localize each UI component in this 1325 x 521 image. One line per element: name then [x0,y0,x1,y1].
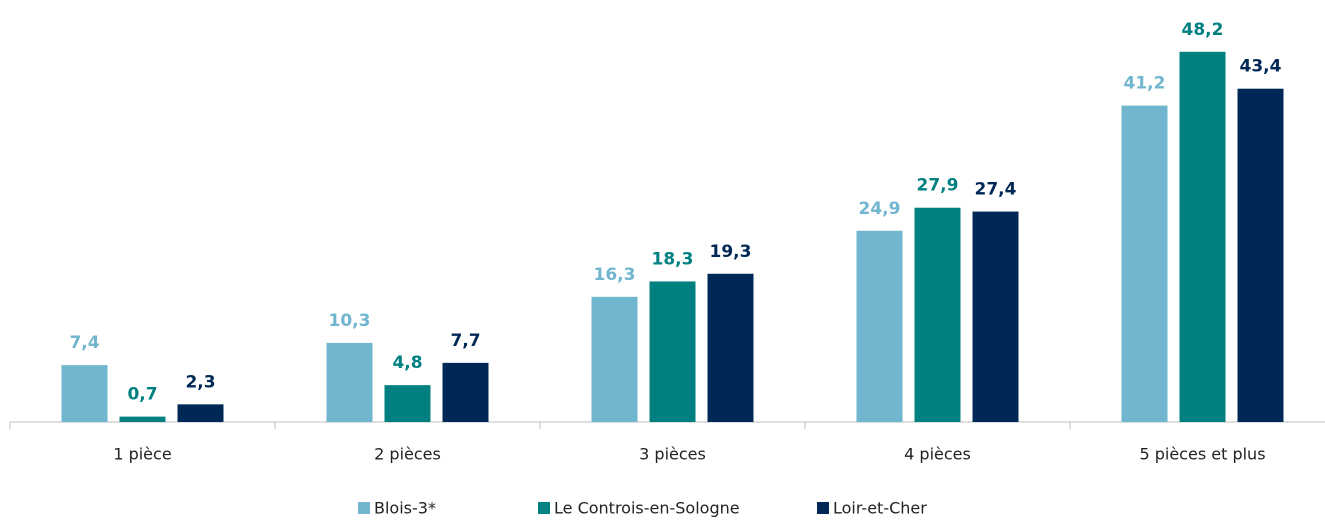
bar [591,296,638,422]
value-label: 24,9 [859,199,901,219]
x-tick-label: 1 pièce [113,445,171,464]
value-label: 41,2 [1124,74,1166,94]
legend-swatch [358,502,370,514]
bar [177,404,224,422]
value-label: 27,9 [917,176,959,196]
x-tick-label: 5 pièces et plus [1139,445,1265,464]
legend-swatch [538,502,550,514]
bar [914,207,961,422]
bar [707,273,754,422]
legend-label: Le Controis-en-Sologne [554,499,740,518]
x-tick-label: 3 pièces [639,445,706,464]
x-tick-label: 2 pièces [374,445,441,464]
value-label: 48,2 [1182,20,1224,40]
value-label: 0,7 [127,385,157,405]
bar [649,281,696,422]
bar [442,362,489,422]
value-label: 7,4 [69,333,99,353]
value-label: 27,4 [975,180,1017,200]
bar [972,211,1019,422]
bar [326,342,373,422]
bar [1121,105,1168,423]
bar [384,385,431,422]
legend-label: Blois-3* [374,499,436,518]
legend-label: Loir-et-Cher [833,499,927,518]
bar [61,365,108,422]
value-label: 43,4 [1240,57,1282,77]
bar [1179,51,1226,422]
value-label: 10,3 [329,311,371,331]
value-label: 16,3 [594,265,636,285]
value-label: 4,8 [392,353,422,373]
x-tick-label: 4 pièces [904,445,971,464]
value-label: 18,3 [652,249,694,269]
value-label: 19,3 [710,242,752,262]
bar [856,230,903,422]
value-label: 2,3 [185,372,215,392]
value-label: 7,7 [450,331,480,351]
bar [1237,88,1284,423]
legend-swatch [817,502,829,514]
bar [119,416,166,422]
